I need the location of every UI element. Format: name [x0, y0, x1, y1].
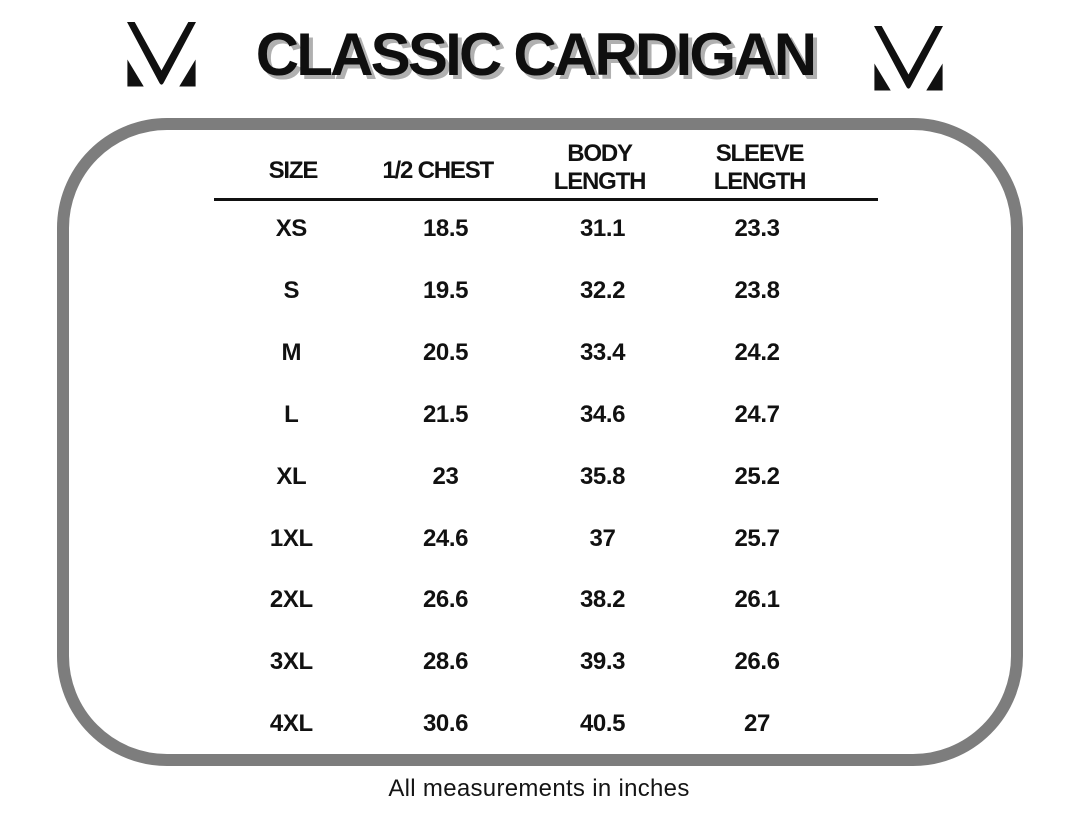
- sleeve-length-cell: 23.3: [734, 215, 780, 243]
- sleeve-length-cell: 26.6: [734, 648, 780, 676]
- half-chest-cell: 28.6: [422, 648, 469, 676]
- column-header: SLEEVE LENGTH: [713, 139, 807, 195]
- size-cell: XL: [276, 462, 307, 490]
- body-length-cell: 35.8: [579, 462, 626, 490]
- half-chest-cell: 30.6: [422, 710, 469, 738]
- half-chest-cell: 21.5: [422, 400, 469, 428]
- body-length-cell: 33.4: [579, 339, 626, 366]
- size-cell: 4XL: [269, 710, 313, 738]
- sleeve-length-cell: 23.8: [734, 277, 780, 305]
- body-length-cell: 37: [589, 524, 616, 552]
- column-header: BODY LENGTH: [553, 139, 647, 195]
- size-cell: 3XL: [269, 648, 313, 676]
- size-cell: M: [281, 339, 302, 366]
- sleeve-length-cell: 24.2: [734, 339, 780, 366]
- body-length-cell: 32.2: [579, 277, 626, 305]
- header-divider-line: [214, 198, 878, 201]
- column-header: SIZE: [268, 156, 319, 184]
- half-chest-cell: 26.6: [422, 586, 469, 614]
- half-chest-cell: 24.6: [422, 524, 469, 552]
- size-cell: 1XL: [269, 524, 313, 552]
- brand-m-monogram-icon: [127, 22, 196, 87]
- column-header: 1/2 CHEST: [382, 156, 494, 184]
- sleeve-length-cell: 25.7: [734, 524, 780, 552]
- sleeve-length-cell: 27: [744, 710, 770, 738]
- body-length-cell: 40.5: [579, 710, 626, 738]
- sleeve-length-cell: 25.2: [734, 462, 780, 490]
- half-chest-cell: 23: [432, 462, 459, 490]
- size-cell: L: [284, 400, 299, 428]
- body-length-cell: 31.1: [579, 215, 626, 243]
- size-cell: S: [283, 277, 300, 305]
- half-chest-cell: 18.5: [422, 215, 469, 243]
- size-cell: 2XL: [269, 586, 313, 614]
- half-chest-cell: 19.5: [422, 277, 469, 305]
- body-length-cell: 34.6: [579, 400, 626, 428]
- footnote: All measurements in inches: [388, 775, 690, 802]
- brand-m-monogram-icon: [874, 26, 943, 91]
- size-chart-panel: [57, 118, 1023, 766]
- page-title: CLASSIC CARDIGAN: [255, 21, 817, 88]
- body-length-cell: 38.2: [579, 586, 626, 614]
- half-chest-cell: 20.5: [422, 339, 469, 366]
- size-cell: XS: [275, 215, 308, 243]
- sleeve-length-cell: 24.7: [734, 400, 780, 428]
- sleeve-length-cell: 26.1: [734, 586, 780, 614]
- body-length-cell: 39.3: [579, 648, 626, 676]
